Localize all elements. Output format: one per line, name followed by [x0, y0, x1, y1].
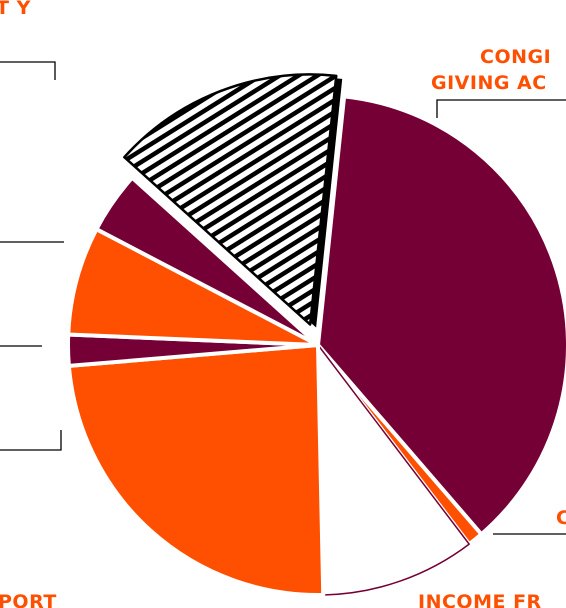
leader-line-top-right	[437, 100, 566, 118]
leader-line-left-3	[0, 430, 61, 450]
pie-slice-3	[69, 345, 323, 595]
leader-line-top-left	[0, 62, 55, 80]
label-right-partial: C	[556, 507, 566, 529]
label-top-left: T Y	[0, 0, 31, 19]
label-congregational-line1: CONGI	[480, 46, 551, 68]
label-support: PORT	[0, 591, 57, 608]
label-income: INCOME FR	[418, 591, 542, 608]
pie-slices	[68, 74, 566, 595]
label-congregational-line2: GIVING AC	[431, 72, 547, 94]
